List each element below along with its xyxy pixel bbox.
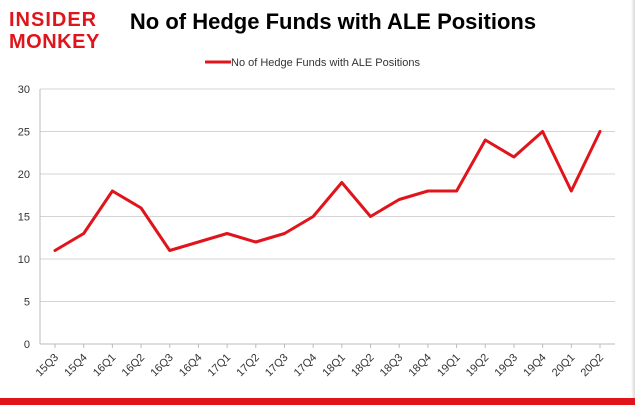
- y-tick-label: 30: [18, 84, 30, 96]
- y-tick-labels: 0 5 10 15 20 25 30: [18, 84, 30, 351]
- logo-line-1: INSIDER: [9, 9, 97, 31]
- y-tick-label: 5: [24, 297, 30, 309]
- x-tick-label: 18Q3: [378, 352, 406, 380]
- series-line: [53, 130, 602, 252]
- bottom-accent-bar: [0, 398, 635, 405]
- x-tick-label: 19Q4: [521, 352, 549, 380]
- series-layer: [53, 130, 602, 252]
- x-tick-label: 20Q1: [550, 352, 578, 380]
- x-tick-label: 15Q3: [34, 352, 62, 380]
- x-tick-label: 17Q2: [234, 352, 262, 380]
- y-tick-label: 10: [18, 254, 30, 266]
- x-tick-label: 16Q3: [148, 352, 176, 380]
- x-tick-label: 18Q1: [320, 352, 348, 380]
- x-tick-label: 20Q2: [579, 352, 607, 380]
- x-tick-label: 16Q1: [91, 352, 119, 380]
- legend-label: No of Hedge Funds with ALE Positions: [231, 57, 420, 69]
- grid-lines: [40, 88, 615, 302]
- insider-monkey-logo: INSIDER MONKEY: [8, 6, 118, 52]
- legend: No of Hedge Funds with ALE Positions: [205, 57, 420, 69]
- right-edge-shadow: [631, 0, 635, 398]
- x-tick-label: 18Q2: [349, 352, 377, 380]
- x-tick-label: 16Q2: [120, 352, 148, 380]
- x-tick-label: 17Q3: [263, 352, 291, 380]
- x-tick-label: 19Q2: [464, 352, 492, 380]
- y-tick-label: 15: [18, 212, 30, 224]
- y-tick-label: 0: [24, 339, 30, 351]
- x-tick-label: 19Q1: [435, 352, 463, 380]
- chart-title: No of Hedge Funds with ALE Positions: [129, 9, 537, 34]
- y-tick-label: 20: [18, 169, 30, 181]
- x-tick-label: 15Q4: [62, 352, 90, 380]
- x-tick-label: 18Q4: [406, 352, 434, 380]
- x-tick-label: 17Q4: [292, 352, 320, 380]
- x-tick-label: 19Q3: [493, 352, 521, 380]
- logo-line-2: MONKEY: [9, 31, 100, 52]
- x-tick-label: 16Q4: [177, 352, 205, 380]
- axes: [39, 89, 615, 348]
- x-tick-label: 17Q1: [206, 352, 234, 380]
- x-tick-labels: 15Q3 15Q4 16Q1 16Q2 16Q3 16Q4 17Q1 17Q2 17Q3 17Q4…: [34, 352, 607, 380]
- y-tick-label: 25: [18, 127, 30, 139]
